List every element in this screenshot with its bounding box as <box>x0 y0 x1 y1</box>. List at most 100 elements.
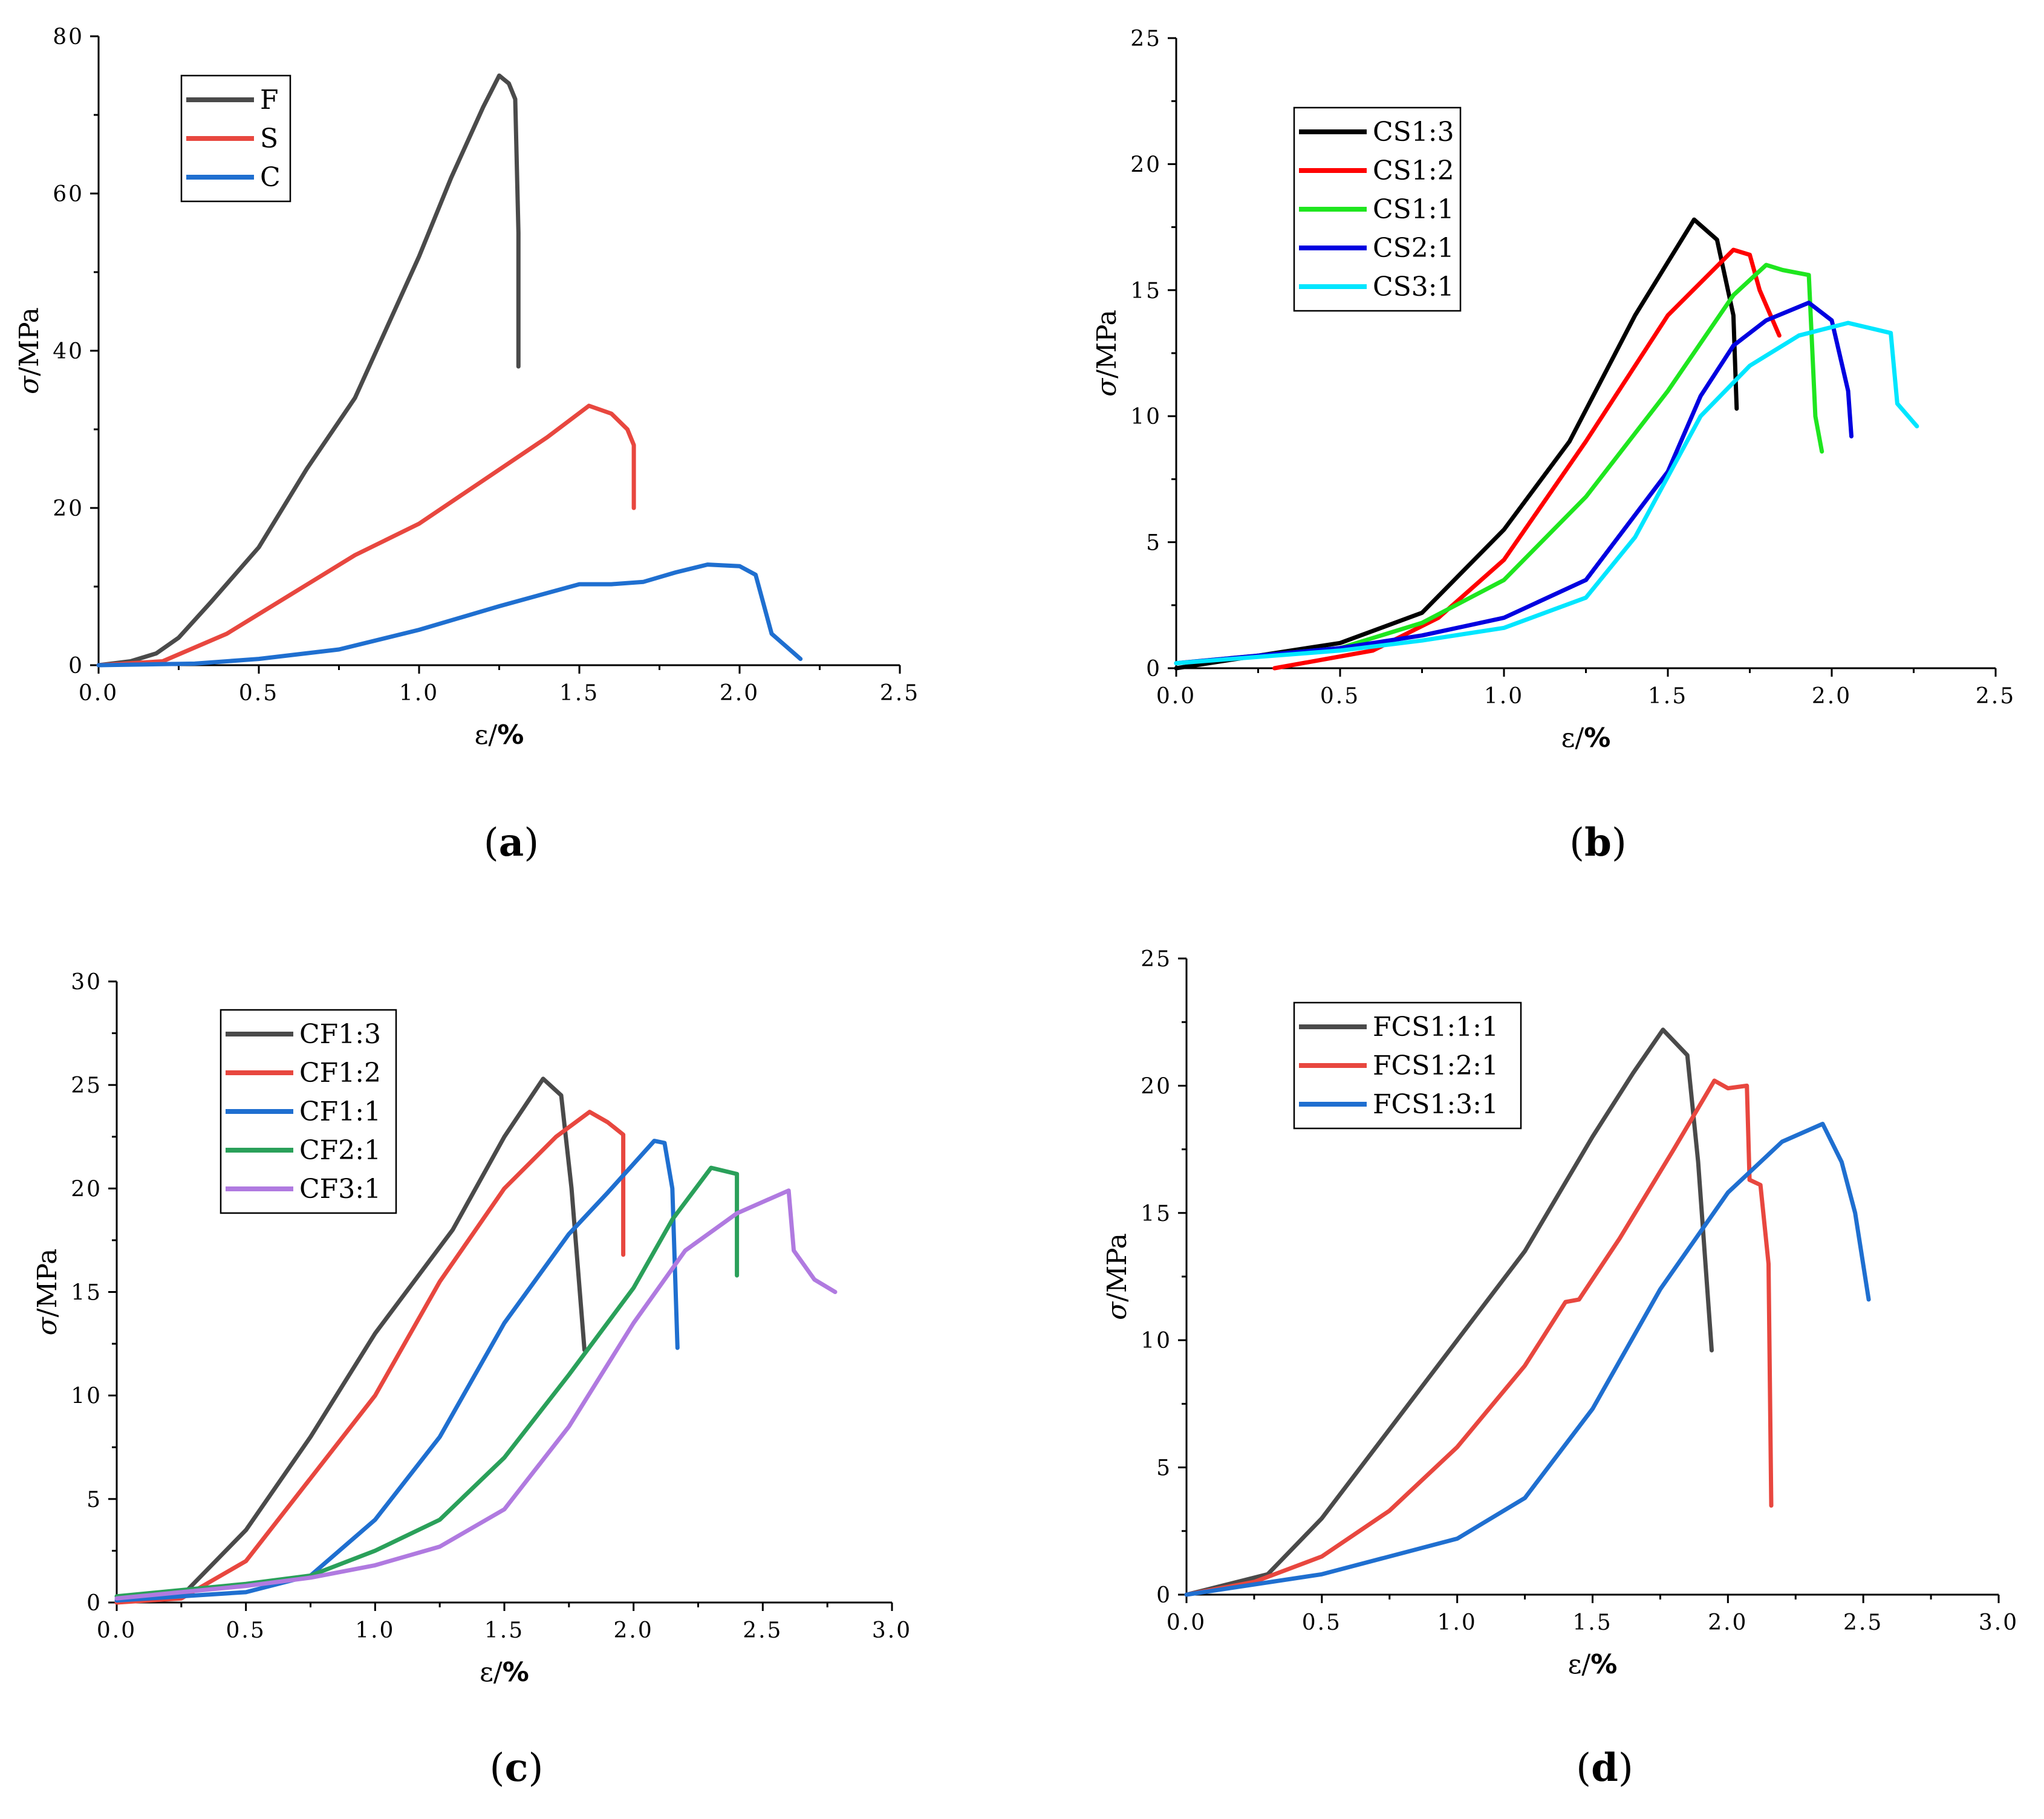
legend: CS1:3 CS1:2 CS1:1 CS2:1 CS3:1 <box>1293 106 1462 312</box>
legend-entry: CF1:2 <box>299 1058 381 1088</box>
y-tick-label: 40 <box>53 339 84 364</box>
x-axis-label: ε/% <box>1561 723 1611 753</box>
series-line-C <box>96 562 803 668</box>
chart-panel-c: 0.0 0.5 1.0 1.5 2.0 2.5 3.0 0 5 10 15 20 25 30 ε/% σ/MP… <box>32 970 912 1791</box>
x-tick-label: 1.0 <box>355 1618 395 1643</box>
x-axis-label: ε/% <box>1568 1649 1618 1680</box>
y-tick-label: 25 <box>1130 27 1162 51</box>
x-tick-label: 1.0 <box>1484 684 1524 709</box>
legend: CF1:3 CF1:2 CF1:1 CF2:1 CF3:1 <box>220 1009 397 1214</box>
series-line-CF2-1 <box>114 1165 740 1599</box>
legend-entry: CF2:1 <box>299 1135 381 1166</box>
y-tick-label: 25 <box>1141 947 1172 972</box>
x-tick-label: 2.5 <box>743 1618 783 1643</box>
legend-entry: CS3:1 <box>1373 272 1454 302</box>
panel-label: (a) <box>484 820 539 865</box>
series-line-F <box>96 73 521 668</box>
series-line-CS2-1 <box>1174 301 1854 666</box>
legend-entry: CS2:1 <box>1373 233 1454 264</box>
series-line-S <box>96 403 636 668</box>
legend: FSC <box>180 74 291 203</box>
y-tick-label: 10 <box>71 1384 102 1409</box>
legend-entry: CS1:2 <box>1373 155 1454 186</box>
y-tick-label: 5 <box>86 1488 102 1512</box>
y-axis-label: σ/MPa <box>1102 1233 1133 1320</box>
y-tick-label: 10 <box>1130 405 1162 429</box>
x-tick-label: 0.0 <box>79 681 119 706</box>
series-line-CF1-2 <box>114 1110 626 1605</box>
panel-label: (b) <box>1569 820 1627 865</box>
y-axis-label: σ/MPa <box>1092 310 1122 397</box>
y-tick-label: 15 <box>1141 1202 1172 1226</box>
x-tick-label: 3.0 <box>1979 1610 2019 1635</box>
x-tick-label: 2.0 <box>1812 684 1852 709</box>
legend: FCS1:1:1 FCS1:2:1 FCS1:3:1 <box>1293 1001 1522 1130</box>
y-tick-label: 20 <box>71 1177 102 1202</box>
panel-label: (c) <box>490 1745 544 1791</box>
x-tick-label: 0.5 <box>1320 684 1360 709</box>
x-tick-label: 2.0 <box>1708 1610 1748 1635</box>
legend-entry: CS1:1 <box>1373 194 1454 225</box>
series-line-FCS1-3-1 <box>1184 1122 1871 1597</box>
y-tick-label: 20 <box>1141 1074 1172 1099</box>
y-tick-label: 15 <box>1130 279 1162 304</box>
x-tick-label: 1.0 <box>399 681 439 706</box>
x-tick-label: 1.0 <box>1437 1610 1477 1635</box>
x-tick-label: 0.0 <box>97 1618 137 1643</box>
x-tick-label: 3.0 <box>872 1618 912 1643</box>
legend-entry: FCS1:2:1 <box>1373 1050 1499 1081</box>
series-line-FCS1-2-1 <box>1184 1078 1774 1597</box>
y-tick-label: 20 <box>1130 152 1162 177</box>
legend-entry: C <box>260 162 281 193</box>
y-tick-label: 0 <box>86 1591 102 1616</box>
x-tick-label: 2.5 <box>880 681 920 706</box>
chart-panel-d: 0.0 0.5 1.0 1.5 2.0 2.5 3.0 0 5 10 15 20 25 ε/% σ/MPa F… <box>1102 947 2019 1791</box>
y-tick-label: 30 <box>71 970 102 995</box>
y-tick-label: 25 <box>71 1073 102 1098</box>
y-axis-label: σ/MPa <box>32 1249 63 1336</box>
y-tick-label: 10 <box>1141 1329 1172 1353</box>
series-line-FCS1-1-1 <box>1184 1027 1714 1597</box>
panels: 0.0 0.5 1.0 1.5 2.0 2.5 0 20 40 60 80 ε/% σ/MPa FSC (a… <box>14 25 2019 1791</box>
x-tick-label: 1.5 <box>1572 1610 1612 1635</box>
y-tick-label: 5 <box>1146 531 1162 556</box>
x-tick-label: 0.0 <box>1156 684 1196 709</box>
legend-entry: FCS1:3:1 <box>1373 1089 1499 1120</box>
series-line-CF1-1 <box>114 1139 680 1603</box>
y-tick-label: 20 <box>53 496 84 521</box>
y-tick-label: 5 <box>1156 1456 1172 1481</box>
series-line-CS1-3 <box>1174 217 1739 671</box>
x-tick-label: 2.0 <box>720 681 760 706</box>
x-tick-label: 1.5 <box>1648 684 1688 709</box>
y-tick-label: 0 <box>1146 657 1162 682</box>
y-axis-label: σ/MPa <box>14 307 45 394</box>
legend-entry: CF1:1 <box>299 1096 381 1127</box>
series-line-CS1-2 <box>1272 247 1782 671</box>
series-line-CF1-3 <box>114 1076 587 1605</box>
series-line-CS3-1 <box>1174 321 1919 666</box>
y-tick-label: 60 <box>53 182 84 207</box>
x-tick-label: 1.5 <box>559 681 599 706</box>
chart-panel-b: 0.0 0.5 1.0 1.5 2.0 2.5 0 5 10 15 20 25 ε/% σ/MPa CS1:… <box>1092 27 2016 865</box>
chart-panel-a: 0.0 0.5 1.0 1.5 2.0 2.5 0 20 40 60 80 ε/% σ/MPa FSC (a… <box>14 25 920 865</box>
x-tick-label: 2.0 <box>614 1618 654 1643</box>
legend-entry: CS1:3 <box>1373 117 1454 148</box>
x-tick-label: 0.5 <box>1302 1610 1342 1635</box>
x-tick-label: 0.5 <box>239 681 279 706</box>
x-tick-label: 0.0 <box>1167 1610 1206 1635</box>
x-axis-label: ε/% <box>480 1657 529 1688</box>
y-tick-label: 0 <box>1156 1583 1172 1608</box>
legend-entry: FCS1:1:1 <box>1373 1012 1499 1043</box>
y-tick-label: 15 <box>71 1281 102 1306</box>
panel-label: (d) <box>1576 1745 1633 1791</box>
x-axis-label: ε/% <box>475 720 524 750</box>
y-tick-label: 0 <box>68 654 84 678</box>
legend-entry: F <box>260 85 279 116</box>
x-tick-label: 2.5 <box>1976 684 2016 709</box>
legend-entry: S <box>260 123 278 154</box>
x-tick-label: 0.5 <box>226 1618 266 1643</box>
series-line-CF3-1 <box>114 1188 838 1601</box>
series-line-CS1-1 <box>1174 262 1824 666</box>
y-tick-label: 80 <box>53 25 84 50</box>
